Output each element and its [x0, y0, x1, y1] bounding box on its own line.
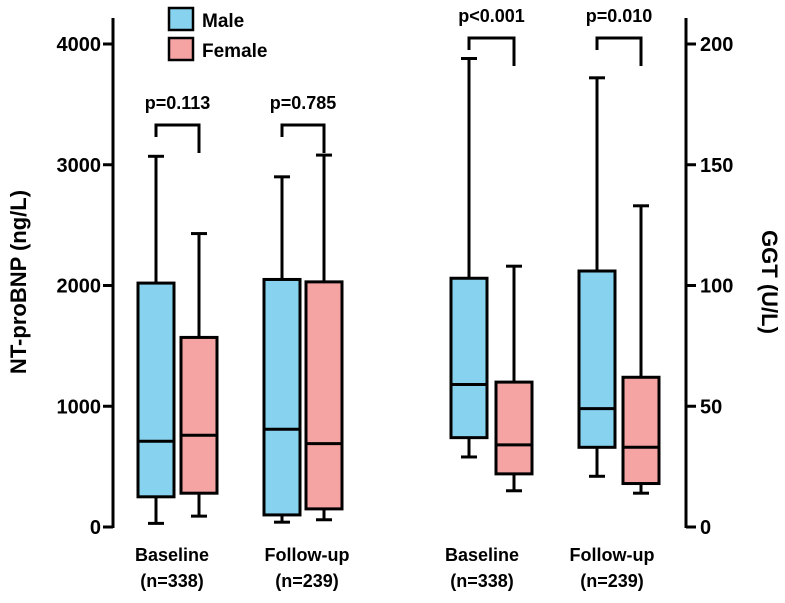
left-boxes	[136, 153, 344, 525]
p-value-bracket: p=0.113	[145, 93, 211, 153]
box-iqr	[494, 380, 534, 476]
p-value-label: p=0.010	[586, 6, 653, 26]
bracket-line	[154, 123, 201, 153]
left-y-axis-label: NT-proBNP (ng/L)	[6, 190, 31, 374]
panel-ntprobnp: NT-proBNP (ng/L) 0 1000 2000 3000 4000 p=0.1…	[6, 18, 349, 591]
box-ggt-baseline-female	[494, 264, 534, 493]
box-iqr	[577, 269, 617, 449]
p-value-bracket: p=0.010	[586, 6, 653, 66]
ntprobnp-tick-label: 1000	[57, 396, 102, 418]
ggt-tick-label: 150	[700, 155, 733, 177]
x-label-baseline-left: Baseline	[135, 545, 209, 565]
box-iqr	[304, 280, 344, 511]
x-label-baseline-n-left: (n=338)	[140, 571, 204, 591]
legend-label-male: Male	[202, 11, 244, 32]
box-iqr	[179, 335, 219, 495]
left-p-values: p=0.113 p=0.785	[145, 93, 337, 153]
panel-ggt: GGT (U/L) 0 50 100 150 200 p<0.001 p=0.010 Ba…	[445, 6, 782, 591]
box-iqr	[262, 277, 302, 517]
x-label-baseline-right: Baseline	[445, 545, 519, 565]
legend-swatch-male	[167, 6, 195, 32]
right-boxes	[449, 56, 661, 495]
legend-swatch-female	[167, 36, 195, 62]
box-iqr	[136, 281, 176, 499]
box-iqr	[621, 375, 661, 486]
x-label-followup-left: Follow-up	[265, 545, 350, 565]
box-ntprobnp-baseline-male	[136, 154, 176, 525]
left-y-ticks: 0 1000 2000 3000 4000	[57, 34, 113, 539]
right-y-axis-label: GGT (U/L)	[757, 230, 782, 334]
p-value-bracket: p=0.785	[270, 93, 337, 153]
legend-label-female: Female	[202, 41, 267, 62]
right-y-ticks: 0 50 100 150 200	[686, 34, 733, 539]
x-label-followup-n-left: (n=239)	[275, 571, 339, 591]
box-ntprobnp-follow-up-female	[304, 153, 344, 522]
ggt-tick-label: 0	[700, 517, 711, 539]
bracket-line	[280, 123, 326, 153]
p-value-label: p=0.113	[145, 93, 211, 113]
x-label-followup-right: Follow-up	[570, 545, 655, 565]
box-ntprobnp-baseline-female	[179, 232, 219, 518]
box-ggt-follow-up-female	[621, 204, 661, 495]
ggt-tick-label: 200	[700, 34, 733, 56]
x-label-baseline-n-right: (n=338)	[450, 571, 514, 591]
p-value-label: p=0.785	[270, 93, 337, 113]
box-ntprobnp-follow-up-male	[262, 175, 302, 524]
bracket-line	[595, 36, 643, 66]
ntprobnp-tick-label: 0	[90, 517, 101, 539]
ggt-tick-label: 50	[700, 396, 722, 418]
box-iqr	[449, 276, 489, 440]
ntprobnp-tick-label: 4000	[57, 34, 102, 56]
box-ggt-baseline-male	[449, 56, 489, 459]
p-value-label: p<0.001	[458, 6, 525, 26]
x-label-followup-n-right: (n=239)	[580, 571, 644, 591]
right-p-values: p<0.001 p=0.010	[458, 6, 652, 66]
ntprobnp-tick-label: 2000	[57, 276, 102, 298]
bracket-line	[467, 36, 516, 66]
box-ggt-follow-up-male	[577, 76, 617, 478]
p-value-bracket: p<0.001	[458, 6, 525, 66]
ggt-tick-label: 100	[700, 276, 733, 298]
ntprobnp-tick-label: 3000	[57, 155, 102, 177]
legend: Male Female	[167, 6, 267, 62]
